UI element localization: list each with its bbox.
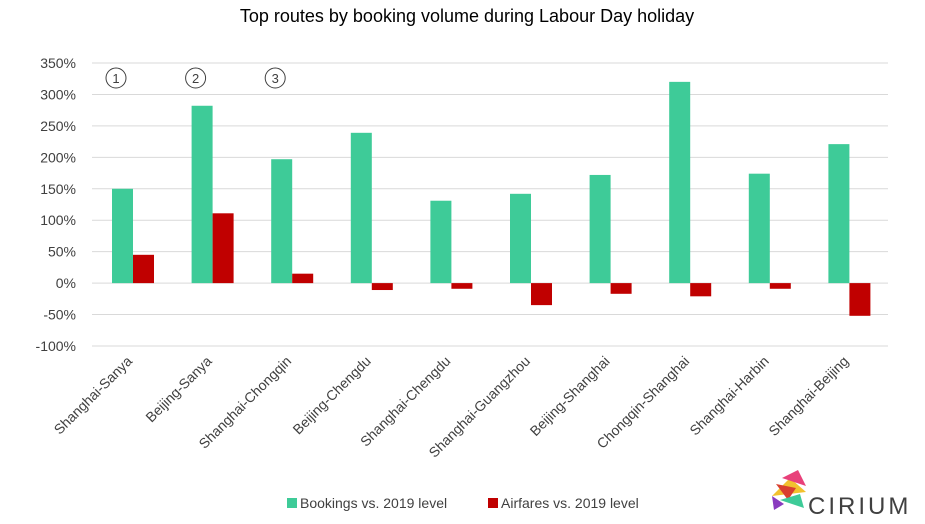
y-tick-label: 0% xyxy=(56,275,76,291)
bar-bookings-0 xyxy=(112,188,133,284)
bar-airfares-1 xyxy=(212,213,234,284)
bar-airfares-4 xyxy=(451,283,473,289)
x-tick-label: Beijing-Chengdu xyxy=(289,353,374,438)
y-tick-label: 50% xyxy=(48,244,76,260)
bar-airfares-2 xyxy=(292,273,314,284)
bar-bookings-7 xyxy=(669,81,691,284)
y-tick-label: 100% xyxy=(40,212,76,228)
chart-title: Top routes by booking volume during Labo… xyxy=(240,6,694,26)
x-tick-label: Shanghai-Sanya xyxy=(51,353,136,438)
y-tick-label: 350% xyxy=(40,55,76,71)
bar-bookings-4 xyxy=(430,200,452,284)
bar-bookings-6 xyxy=(589,174,611,284)
bar-airfares-6 xyxy=(610,283,632,294)
rank-number-2: 2 xyxy=(192,71,199,86)
bar-airfares-9 xyxy=(849,283,871,316)
brand-name: CIRIUM xyxy=(808,493,911,520)
bar-bookings-9 xyxy=(828,144,850,284)
bar-airfares-7 xyxy=(690,283,712,297)
legend-label-bookings: Bookings vs. 2019 level xyxy=(300,495,447,511)
x-tick-label: Beijing-Shanghai xyxy=(527,353,613,439)
x-tick-label: Shanghai-Beijing xyxy=(765,353,851,439)
rank-circle-2 xyxy=(185,67,207,89)
legend-swatch-bookings xyxy=(287,498,297,508)
legend-swatch-airfares xyxy=(488,498,498,508)
bars xyxy=(112,81,871,316)
x-tick-label: Shanghai-Harbin xyxy=(686,353,772,439)
bar-bookings-3 xyxy=(350,132,372,284)
cirium-logo-icon xyxy=(772,470,806,510)
rank-number-3: 3 xyxy=(272,71,279,86)
rank-markers: 1 2 3 xyxy=(105,67,286,89)
bar-bookings-1 xyxy=(191,105,213,284)
legend: Bookings vs. 2019 level Airfares vs. 201… xyxy=(287,495,639,511)
bar-airfares-3 xyxy=(371,283,393,291)
cirium-logo: CIRIUM xyxy=(772,470,911,520)
x-tick-label: Beijing-Sanya xyxy=(142,353,215,426)
y-tick-label: -50% xyxy=(43,307,76,323)
bar-bookings-2 xyxy=(271,159,293,284)
bar-bookings-8 xyxy=(748,173,770,284)
y-tick-label: 150% xyxy=(40,181,76,197)
rank-circle-1 xyxy=(105,67,127,89)
y-axis-ticks: -100% -50% 0% 50% 100% 150% 200% 250% 300% 350% xyxy=(36,55,76,354)
rank-number-1: 1 xyxy=(112,71,119,86)
y-tick-label: 200% xyxy=(40,149,76,165)
legend-label-airfares: Airfares vs. 2019 level xyxy=(501,495,639,511)
y-tick-label: 300% xyxy=(40,86,76,102)
bar-airfares-5 xyxy=(531,283,552,306)
x-axis-labels: Shanghai-Sanya Beijing-SanyaShanghai-Chon… xyxy=(51,353,852,461)
bar-bookings-5 xyxy=(510,193,531,284)
rank-circle-3 xyxy=(264,67,286,89)
y-tick-label: 250% xyxy=(40,118,76,134)
bar-airfares-0 xyxy=(133,254,154,284)
bar-airfares-8 xyxy=(769,283,791,289)
y-tick-label: -100% xyxy=(36,338,76,354)
